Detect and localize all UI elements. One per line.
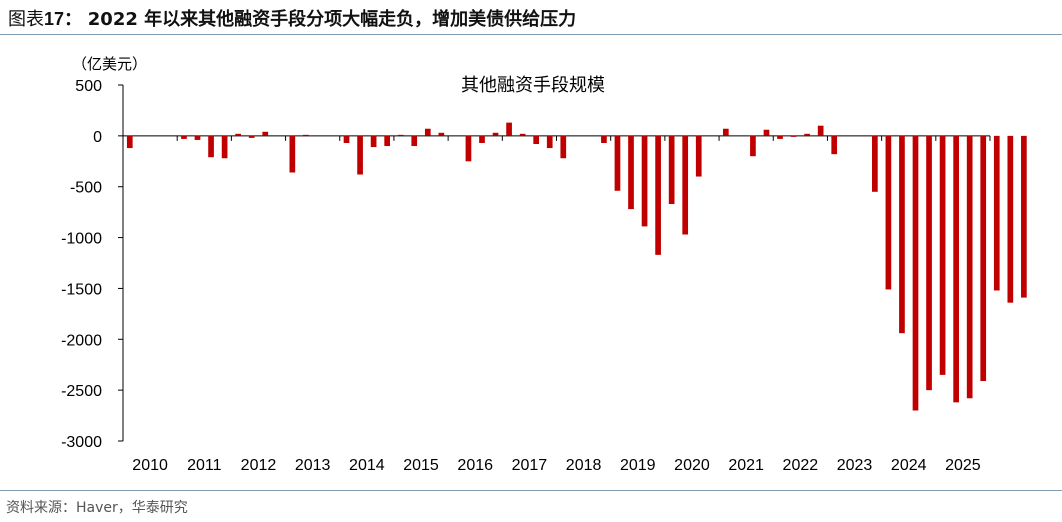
bar [424, 128, 431, 136]
figure-label: 图表 [8, 9, 44, 30]
y-tick-label: -3000 [61, 434, 102, 451]
bar [546, 135, 553, 149]
x-tick-label: 2020 [674, 457, 710, 474]
x-tick-label: 2015 [403, 457, 439, 474]
bar [777, 135, 783, 139]
bar [682, 135, 689, 235]
bar [899, 135, 905, 334]
bar [194, 135, 201, 140]
axes: 500 0 -500 -1000 -1500 -2000 -2500 -3000 2010 201… [61, 78, 991, 474]
x-tick-label: 2013 [295, 457, 331, 474]
bar [628, 135, 634, 210]
bar [980, 135, 987, 381]
title-divider [0, 34, 1062, 35]
y-tick-label: -2000 [61, 332, 102, 349]
bar [221, 135, 228, 159]
bar [560, 135, 567, 159]
x-tick-label: 2016 [457, 457, 493, 474]
figure-title: 图表17： 2022 年以来其他融资手段分项大幅走负，增加美债供给压力 [8, 6, 576, 32]
bar [235, 133, 241, 136]
y-tick-label: 0 [93, 129, 102, 146]
bar [926, 135, 932, 391]
bar [993, 135, 1000, 291]
bar [750, 135, 756, 157]
chart-area: （亿美元） 其他融资手段规模 500 0 -500 -1000 -1500 -2000 -2… [61, 55, 1027, 474]
x-tick-label: 2023 [837, 457, 873, 474]
x-tick-label: 2017 [512, 457, 548, 474]
y-tick-label: 500 [75, 78, 102, 95]
bar [126, 135, 133, 149]
bar [465, 135, 472, 162]
bar [492, 132, 499, 136]
bar [641, 135, 648, 227]
x-tick-label: 2019 [620, 457, 656, 474]
x-tick-label: 2010 [132, 457, 168, 474]
y-tick-label: -1000 [61, 231, 102, 248]
bar [248, 135, 255, 138]
bar [370, 135, 377, 148]
bar [912, 135, 919, 411]
bar [722, 128, 729, 136]
y-tick-label: -500 [70, 180, 102, 197]
bar [289, 135, 296, 173]
bar [357, 135, 363, 175]
footer-divider [0, 490, 1062, 491]
bar [181, 135, 187, 139]
bar [411, 135, 418, 147]
bar [208, 135, 214, 158]
unit-label: （亿美元） [72, 55, 147, 73]
figure-number: 17： [44, 9, 83, 29]
bar [262, 131, 269, 136]
y-tick-label: -2500 [61, 383, 102, 400]
bar [953, 135, 959, 403]
bar [695, 135, 702, 177]
bar [438, 132, 445, 136]
bar [506, 122, 512, 136]
x-tick-label: 2024 [891, 457, 927, 474]
bar [939, 135, 946, 375]
x-tick-label: 2011 [187, 457, 222, 474]
bar [831, 135, 838, 155]
bar [872, 135, 878, 192]
bar [790, 135, 797, 137]
bar [804, 133, 810, 136]
bar [668, 135, 675, 205]
bar [533, 135, 540, 144]
bar [966, 135, 973, 399]
bar [817, 125, 824, 136]
bar [397, 134, 404, 136]
bar [763, 129, 770, 136]
x-tick-label: 2022 [783, 457, 819, 474]
bar [601, 135, 607, 143]
bar [519, 133, 526, 136]
bar [885, 135, 892, 290]
bar [1021, 135, 1027, 298]
y-tick-label: -1500 [61, 281, 102, 298]
x-tick-label: 2021 [728, 457, 764, 474]
x-tick-label: 2025 [945, 457, 981, 474]
bars [126, 122, 1027, 411]
bar [303, 134, 309, 136]
bar [343, 135, 350, 143]
bar [479, 135, 485, 143]
chart-title: 其他融资手段规模 [461, 75, 605, 96]
x-tick-label: 2018 [566, 457, 602, 474]
source-note: 资料来源：Haver，华泰研究 [6, 500, 188, 516]
bar [1007, 135, 1014, 303]
bar [614, 135, 621, 191]
x-tick-label: 2012 [241, 457, 277, 474]
x-tick-label: 2014 [349, 457, 385, 474]
figure-title-text: 2022 年以来其他融资手段分项大幅走负，增加美债供给压力 [87, 9, 577, 30]
bar [655, 135, 661, 255]
bar [384, 135, 391, 147]
